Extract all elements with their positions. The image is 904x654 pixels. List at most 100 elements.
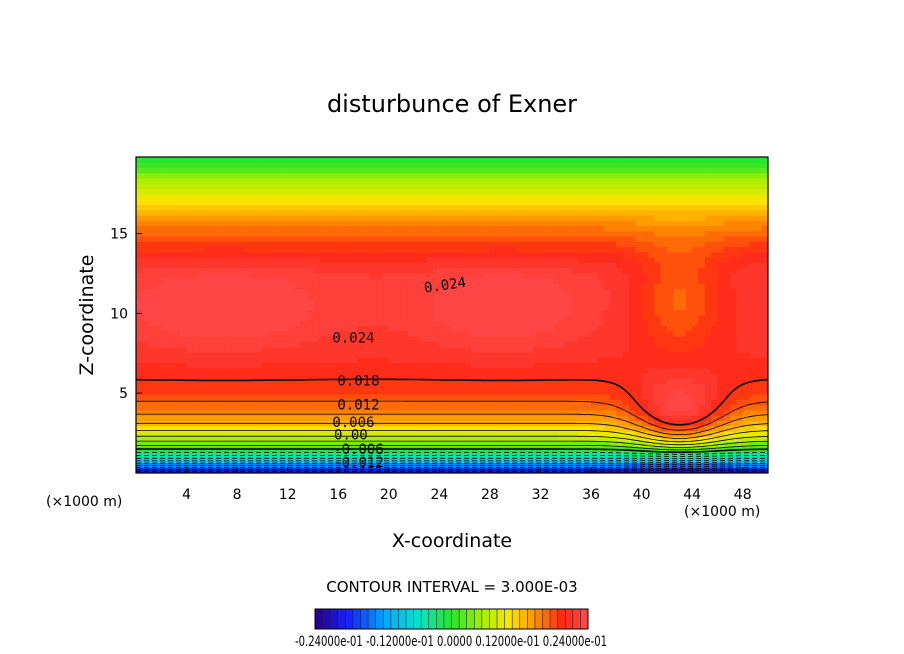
fill-cell — [553, 283, 561, 290]
fill-cell — [136, 288, 143, 295]
fill-cell — [224, 341, 232, 348]
fill-cell — [268, 309, 276, 316]
fill-cell — [319, 293, 327, 300]
fill-cell — [205, 330, 213, 337]
fill-cell — [578, 430, 586, 437]
fill-cell — [256, 425, 263, 432]
fill-cell — [496, 315, 504, 321]
fill-cell — [249, 204, 257, 211]
fill-cell — [205, 288, 213, 295]
fill-cell — [591, 309, 598, 316]
fill-cell — [414, 178, 421, 184]
fill-cell — [572, 351, 579, 358]
fill-cell — [218, 467, 226, 473]
fill-cell — [325, 188, 333, 195]
fill-cell — [161, 383, 169, 390]
fill-cell — [572, 272, 579, 279]
fill-cell — [603, 436, 611, 442]
fill-cell — [508, 320, 516, 327]
fill-cell — [591, 425, 598, 432]
fill-cell — [237, 372, 245, 379]
fill-cell — [186, 204, 194, 211]
fill-cell — [262, 372, 270, 379]
fill-cell — [610, 451, 617, 458]
fill-cell — [186, 394, 194, 400]
fill-cell — [591, 272, 598, 279]
fill-cell — [540, 251, 548, 258]
fill-cell — [534, 220, 542, 227]
fill-cell — [256, 330, 263, 337]
fill-cell — [154, 288, 162, 295]
fill-cell — [458, 409, 466, 416]
fill-cell — [647, 183, 655, 190]
fill-cell — [205, 425, 213, 432]
fill-cell — [230, 415, 238, 421]
fill-cell — [142, 441, 150, 448]
fill-cell — [388, 272, 396, 279]
fill-cell — [192, 430, 200, 437]
fill-cell — [489, 462, 497, 469]
fill-cell — [521, 230, 529, 237]
fill-cell — [610, 220, 617, 227]
fill-cell — [331, 193, 339, 200]
fill-cell — [445, 204, 453, 211]
fill-cell — [350, 288, 358, 295]
fill-cell — [148, 241, 156, 248]
fill-cell — [281, 220, 289, 227]
fill-cell — [464, 409, 472, 416]
fill-cell — [445, 257, 453, 263]
fill-cell — [578, 162, 586, 169]
fill-cell — [610, 346, 617, 353]
fill-cell — [458, 383, 466, 390]
fill-cell — [395, 225, 403, 232]
fill-cell — [300, 225, 308, 232]
fill-cell — [414, 272, 421, 279]
fill-cell — [647, 336, 655, 342]
fill-cell — [281, 351, 289, 358]
fill-cell — [584, 272, 592, 279]
fill-cell — [319, 341, 327, 348]
fill-cell — [654, 415, 662, 421]
fill-cell — [388, 336, 396, 342]
fill-cell — [167, 330, 175, 337]
fill-cell — [199, 436, 207, 442]
fill-cell — [572, 383, 579, 390]
fill-cell — [338, 172, 346, 179]
fill-cell — [578, 278, 586, 284]
fill-cell — [452, 367, 459, 374]
fill-cell — [559, 167, 567, 174]
fill-cell — [142, 193, 150, 200]
fill-cell — [610, 388, 617, 395]
fill-cell — [388, 246, 396, 253]
fill-cell — [205, 230, 213, 237]
fill-cell — [445, 451, 453, 458]
fill-cell — [136, 309, 143, 316]
fill-cell — [376, 214, 384, 221]
fill-cell — [584, 330, 592, 337]
fill-cell — [161, 293, 169, 300]
fill-cell — [489, 178, 497, 184]
fill-cell — [294, 346, 301, 353]
fill-cell — [610, 278, 617, 284]
fill-cell — [628, 157, 636, 163]
fill-cell — [420, 183, 428, 190]
fill-cell — [584, 425, 592, 432]
fill-cell — [622, 399, 630, 406]
fill-cell — [180, 436, 188, 442]
fill-cell — [527, 157, 535, 163]
fill-cell — [199, 346, 207, 353]
fill-cell — [647, 425, 655, 432]
fill-cell — [401, 288, 409, 295]
fill-cell — [237, 351, 245, 358]
fill-cell — [496, 457, 504, 464]
fill-cell — [445, 320, 453, 327]
fill-cell — [180, 283, 188, 290]
fill-cell — [148, 362, 156, 369]
fill-cell — [363, 351, 371, 358]
fill-cell — [578, 357, 586, 363]
fill-cell — [199, 467, 207, 473]
fill-cell — [136, 299, 143, 306]
fill-cell — [622, 341, 630, 348]
fill-cell — [230, 336, 238, 342]
fill-cell — [527, 346, 535, 353]
